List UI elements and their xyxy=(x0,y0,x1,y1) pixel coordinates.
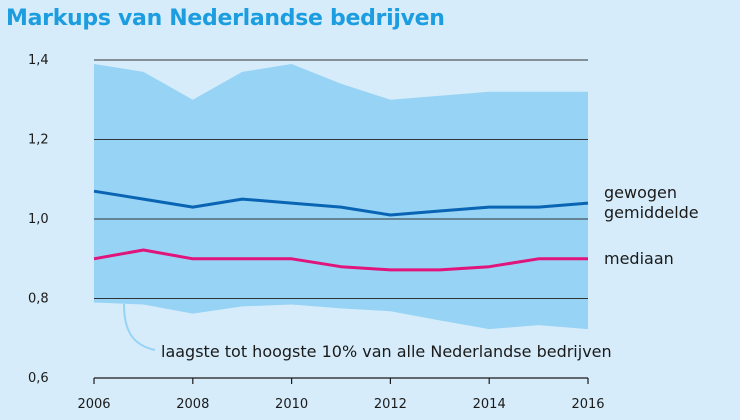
y-tick-label: 1,2 xyxy=(28,133,49,148)
series-line-gewogen-gemiddelde xyxy=(93,189,589,217)
y-tick-label: 1,4 xyxy=(28,53,49,68)
band-label: laagste tot hoogste 10% van alle Nederla… xyxy=(161,342,612,361)
series-label: mediaan xyxy=(604,249,674,268)
x-tick-label: 2008 xyxy=(176,397,209,412)
y-tick-label: 0,8 xyxy=(28,292,49,307)
series-label: gemiddelde xyxy=(604,203,699,222)
series-line-mediaan xyxy=(93,248,588,272)
y-tick-label: 1,0 xyxy=(28,212,49,227)
x-tick-label: 2014 xyxy=(473,397,506,412)
series-label: gewogen xyxy=(604,183,677,202)
chart-title: Markups van Nederlandse bedrijven xyxy=(6,6,445,31)
range-band xyxy=(94,64,588,330)
band-leader-line xyxy=(123,303,156,351)
x-tick-label: 2010 xyxy=(275,397,308,412)
x-tick-label: 2016 xyxy=(571,397,604,412)
x-tick-label: 2012 xyxy=(374,397,407,412)
x-tick-label: 2006 xyxy=(77,397,110,412)
y-tick-label: 0,6 xyxy=(28,371,49,386)
